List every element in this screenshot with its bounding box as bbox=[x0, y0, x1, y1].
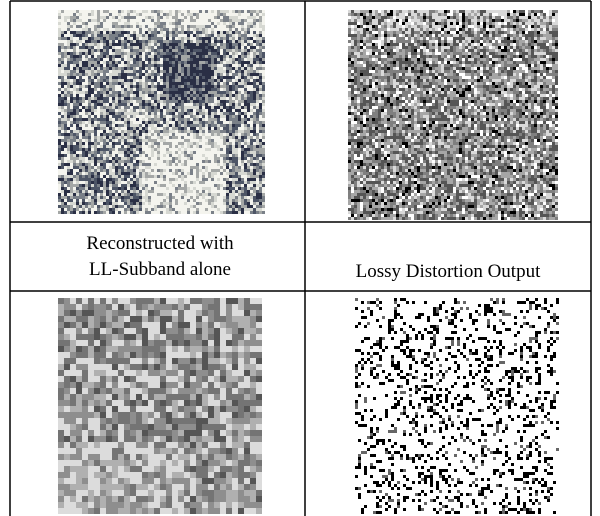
caption-line: Reconstructed with bbox=[86, 233, 234, 254]
figure-table: Reconstructed with LL-Subband alone Loss… bbox=[0, 0, 600, 516]
caption-line: LL-Subband alone bbox=[89, 259, 231, 280]
caption: Lossy Distortion Output bbox=[356, 261, 541, 282]
page: Reconstructed with LL-Subband alone Loss… bbox=[0, 0, 600, 516]
